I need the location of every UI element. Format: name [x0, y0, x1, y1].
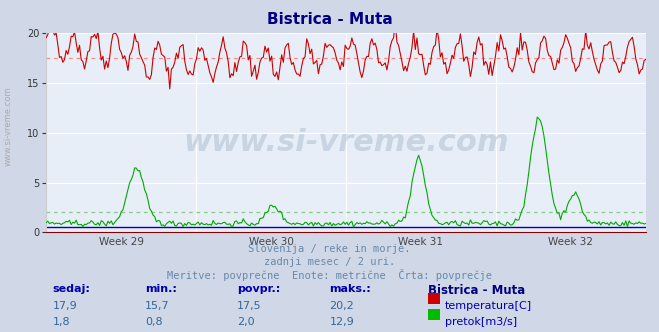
Text: maks.:: maks.: [330, 284, 371, 294]
Text: zadnji mesec / 2 uri.: zadnji mesec / 2 uri. [264, 257, 395, 267]
Text: 0,8: 0,8 [145, 317, 163, 327]
Text: 20,2: 20,2 [330, 301, 355, 311]
Text: Meritve: povprečne  Enote: metrične  Črta: povprečje: Meritve: povprečne Enote: metrične Črta:… [167, 269, 492, 281]
Text: 17,5: 17,5 [237, 301, 262, 311]
Text: 17,9: 17,9 [53, 301, 78, 311]
Text: povpr.:: povpr.: [237, 284, 281, 294]
Text: pretok[m3/s]: pretok[m3/s] [445, 317, 517, 327]
Text: www.si-vreme.com: www.si-vreme.com [183, 128, 509, 157]
Text: 15,7: 15,7 [145, 301, 169, 311]
Text: sedaj:: sedaj: [53, 284, 90, 294]
Text: 2,0: 2,0 [237, 317, 255, 327]
Text: Week 31: Week 31 [399, 237, 444, 247]
Text: Week 30: Week 30 [248, 237, 293, 247]
Text: min.:: min.: [145, 284, 177, 294]
Text: temperatura[C]: temperatura[C] [445, 301, 532, 311]
Text: Bistrica - Muta: Bistrica - Muta [428, 284, 526, 297]
Text: www.si-vreme.com: www.si-vreme.com [3, 86, 13, 166]
Text: 1,8: 1,8 [53, 317, 71, 327]
Text: 12,9: 12,9 [330, 317, 355, 327]
Text: Week 32: Week 32 [548, 237, 593, 247]
Text: Week 29: Week 29 [99, 237, 144, 247]
Text: Bistrica - Muta: Bistrica - Muta [267, 12, 392, 27]
Text: Slovenija / reke in morje.: Slovenija / reke in morje. [248, 244, 411, 254]
